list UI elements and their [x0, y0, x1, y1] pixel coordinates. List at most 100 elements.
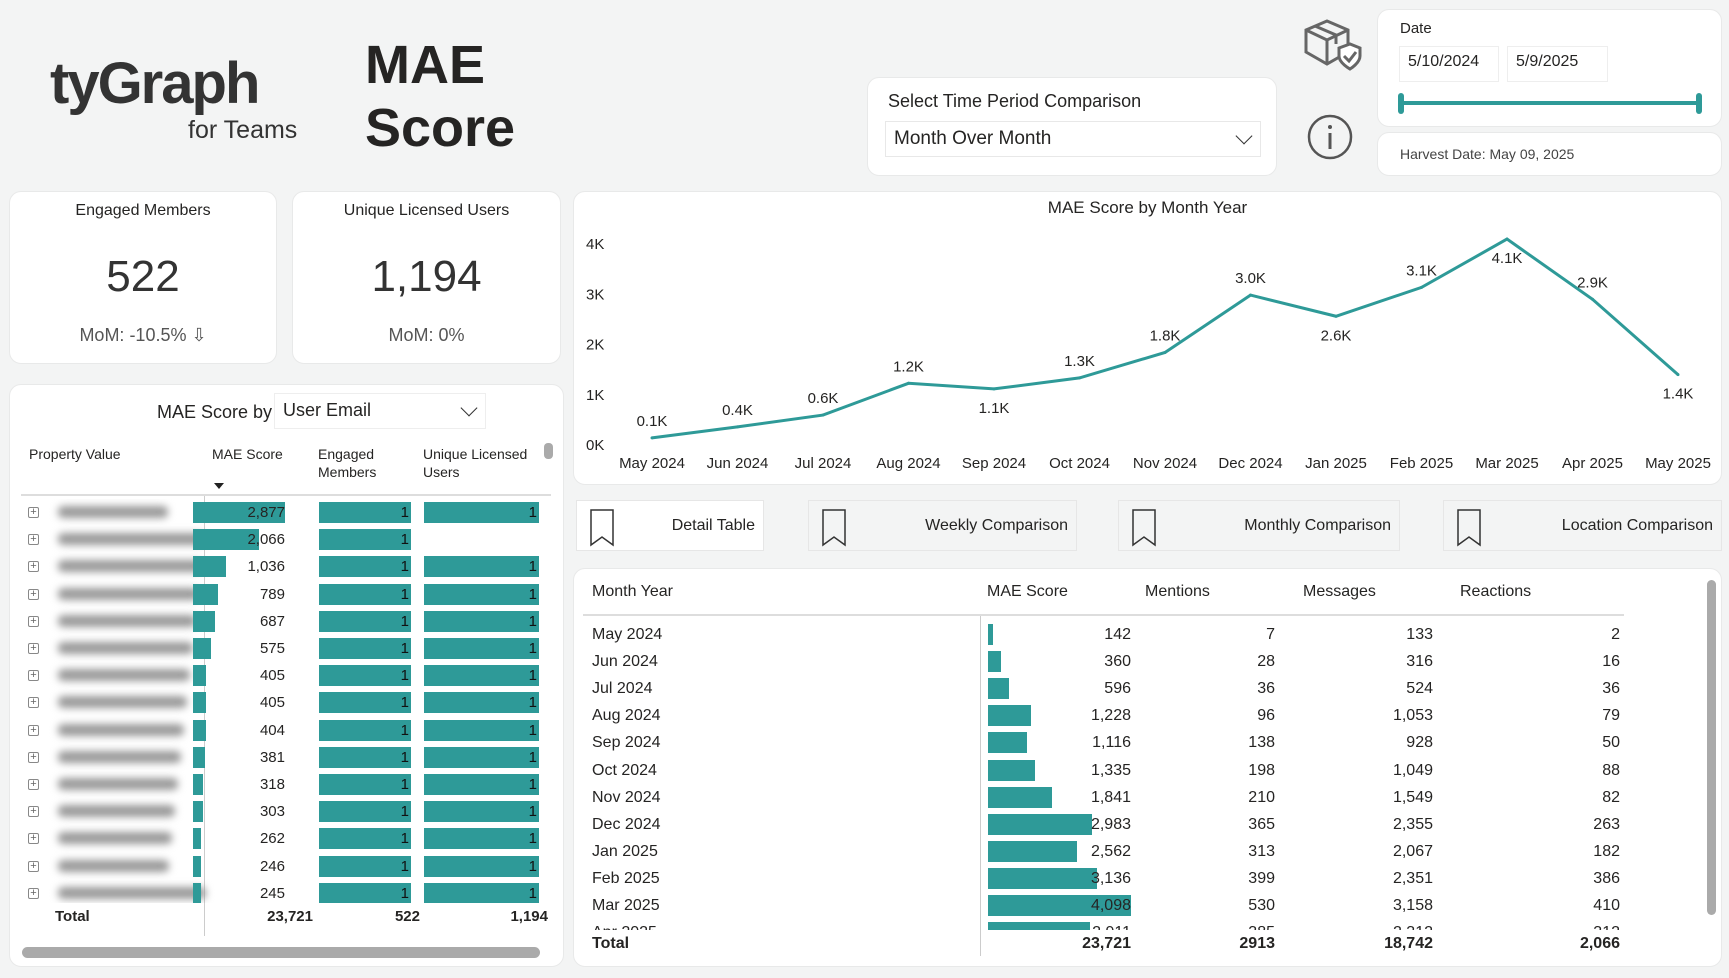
- plus-square-icon[interactable]: +: [28, 507, 39, 518]
- table-row[interactable]: +789 1 1: [10, 581, 565, 608]
- mae-score-bar: [193, 665, 206, 687]
- date-range-start-handle[interactable]: [1398, 93, 1404, 114]
- plus-square-icon[interactable]: +: [28, 833, 39, 845]
- column-header-mentions[interactable]: Mentions: [1145, 583, 1210, 600]
- data-point[interactable]: [1591, 297, 1594, 301]
- date-range-end-handle[interactable]: [1696, 93, 1702, 114]
- bookmark-label: Detail Table: [671, 517, 755, 534]
- table-row[interactable]: Aug 2024 1,228 96 1,053 79: [573, 703, 1673, 730]
- engaged-bar: [319, 583, 411, 605]
- table-row[interactable]: +318 1 1: [10, 771, 565, 798]
- column-header-property-value[interactable]: Property Value: [29, 446, 121, 462]
- data-point[interactable]: [736, 425, 739, 429]
- table-row[interactable]: Nov 2024 1,841 210 1,549 82: [573, 785, 1673, 812]
- column-header-month-year[interactable]: Month Year: [592, 583, 673, 600]
- time-period-dropdown[interactable]: Month Over Month: [885, 121, 1261, 157]
- data-point[interactable]: [1676, 373, 1680, 377]
- messages-value: 2,351: [1392, 869, 1433, 887]
- vertical-scrollbar[interactable]: [1707, 580, 1716, 915]
- x-tick-label: Jan 2025: [1305, 455, 1367, 472]
- data-point[interactable]: [1505, 237, 1509, 241]
- info-icon[interactable]: [1307, 114, 1353, 160]
- table-row[interactable]: +404 1 1: [10, 717, 565, 744]
- user-email-redacted: [58, 669, 190, 682]
- table-row[interactable]: Jul 2024 596 36 524 36: [573, 676, 1673, 703]
- vertical-scrollbar[interactable]: [544, 443, 553, 459]
- table-row[interactable]: +2,066 1: [10, 526, 565, 553]
- date-end-input[interactable]: 5/9/2025: [1507, 46, 1608, 82]
- data-point[interactable]: [992, 387, 996, 391]
- data-label: 0.1K: [637, 413, 668, 430]
- plus-square-icon[interactable]: +: [28, 561, 39, 573]
- bookmark-location-comparison-button[interactable]: Location Comparison: [1443, 500, 1722, 551]
- column-header-mae-score[interactable]: MAE Score: [987, 583, 1068, 600]
- x-tick-label: May 2024: [619, 455, 685, 472]
- group-by-dropdown[interactable]: User Email: [274, 393, 486, 429]
- table-row[interactable]: +687 1 1: [10, 608, 565, 635]
- column-header-unique-licensed-users[interactable]: Unique Licensed Users: [423, 446, 528, 480]
- table-row[interactable]: Oct 2024 1,335 198 1,049 88: [573, 758, 1673, 785]
- engaged-value: 1: [400, 884, 409, 902]
- table-row[interactable]: +1,036 1 1: [10, 553, 565, 580]
- plus-square-icon[interactable]: +: [28, 615, 39, 627]
- data-label: 1.1K: [979, 400, 1010, 417]
- column-header-mae-score[interactable]: MAE Score: [212, 446, 283, 462]
- box-shield-check-icon[interactable]: [1303, 18, 1363, 72]
- user-email-redacted: [58, 859, 169, 872]
- table-row[interactable]: Jan 2025 2,562 313 2,067 182: [573, 839, 1673, 866]
- table-row[interactable]: Apr 2025 2,911 385 2,312 312: [573, 920, 1673, 930]
- table-row[interactable]: May 2024 142 7 133 2: [573, 622, 1673, 649]
- plus-square-icon[interactable]: +: [28, 887, 39, 899]
- table-row[interactable]: Dec 2024 2,983 365 2,355 263: [573, 812, 1673, 839]
- mae-score-bar: [193, 746, 206, 768]
- plus-square-icon[interactable]: +: [28, 643, 39, 654]
- bookmark-detail-table-button[interactable]: Detail Table: [576, 500, 764, 551]
- plus-square-icon[interactable]: +: [28, 806, 39, 818]
- bookmark-weekly-comparison-button[interactable]: Weekly Comparison: [808, 500, 1077, 551]
- data-point[interactable]: [1078, 376, 1081, 380]
- mae-score-bar: [193, 882, 201, 903]
- column-header-engaged-members[interactable]: Engaged Members: [318, 446, 377, 480]
- table-row[interactable]: +381 1 1: [10, 744, 565, 771]
- horizontal-scrollbar[interactable]: [22, 947, 540, 958]
- table-row[interactable]: +575 1 1: [10, 635, 565, 662]
- x-tick-label: Aug 2024: [876, 455, 940, 472]
- data-point[interactable]: [1249, 293, 1252, 297]
- plus-square-icon[interactable]: +: [28, 534, 39, 546]
- data-point[interactable]: [1420, 285, 1423, 289]
- column-header-messages[interactable]: Messages: [1303, 583, 1376, 600]
- table-row[interactable]: +262 1 1: [10, 825, 565, 852]
- plus-square-icon[interactable]: +: [28, 860, 39, 872]
- unique-value: 1: [528, 585, 537, 603]
- data-point[interactable]: [821, 413, 825, 417]
- table-row[interactable]: +246 1 1: [10, 853, 565, 880]
- plus-square-icon[interactable]: +: [28, 779, 39, 790]
- bookmark-icon: [1132, 509, 1156, 547]
- table-row[interactable]: +303 1 1: [10, 798, 565, 825]
- unique-bar: [424, 692, 539, 714]
- plus-square-icon[interactable]: +: [28, 724, 39, 736]
- sort-desc-icon: [214, 483, 224, 494]
- table-row[interactable]: +2,877 1 1: [10, 499, 565, 526]
- engaged-value: 1: [400, 531, 409, 549]
- data-point[interactable]: [1334, 314, 1338, 318]
- table-row[interactable]: +405 1 1: [10, 689, 565, 716]
- table-row[interactable]: Mar 2025 4,098 530 3,158 410: [573, 893, 1673, 920]
- date-start-input[interactable]: 5/10/2024: [1399, 46, 1499, 82]
- table-row[interactable]: Feb 2025 3,136 399 2,351 386: [573, 866, 1673, 893]
- total-mae: 23,721: [267, 908, 313, 925]
- table-row[interactable]: Sep 2024 1,116 138 928 50: [573, 730, 1673, 757]
- data-point[interactable]: [907, 381, 910, 385]
- plus-square-icon[interactable]: +: [28, 670, 39, 682]
- column-header-reactions[interactable]: Reactions: [1460, 583, 1532, 600]
- bookmark-monthly-comparison-button[interactable]: Monthly Comparison: [1118, 500, 1400, 551]
- data-point[interactable]: [1163, 350, 1167, 354]
- plus-square-icon[interactable]: +: [28, 697, 39, 709]
- table-row[interactable]: +405 1 1: [10, 662, 565, 689]
- data-point[interactable]: [650, 436, 654, 440]
- table-row[interactable]: Jun 2024 360 28 316 16: [573, 649, 1673, 676]
- plus-square-icon[interactable]: +: [28, 751, 39, 763]
- table-row[interactable]: +245 1 1: [10, 880, 565, 903]
- month-year: Mar 2025: [592, 897, 660, 914]
- plus-square-icon[interactable]: +: [28, 588, 39, 600]
